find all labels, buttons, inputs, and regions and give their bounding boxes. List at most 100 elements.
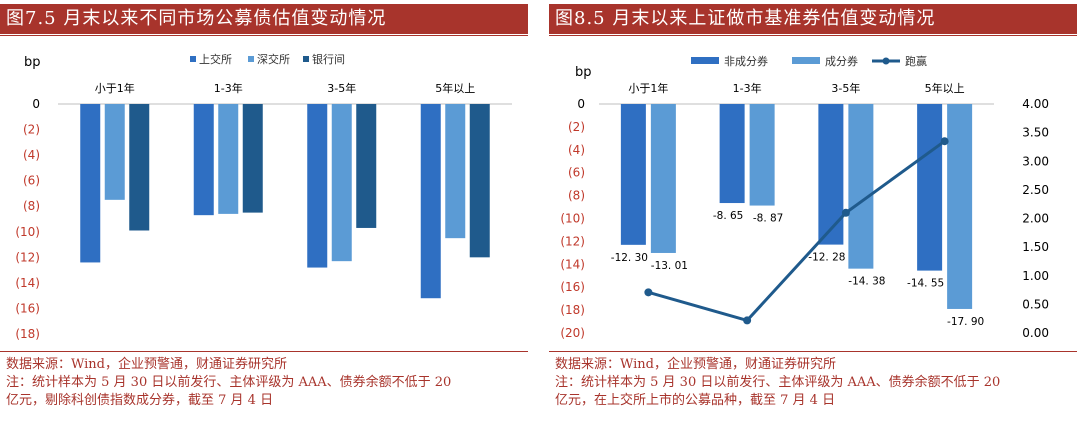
- legend-label: 银行间: [312, 52, 345, 66]
- left-figure-panel: 图7.5 月末以来不同市场公募债估值变动情况 bp 上交所 深交所 银行间 0 (2) (4…: [0, 0, 528, 429]
- y-axis-label: bp: [575, 65, 592, 80]
- y-tick-label: (16): [560, 280, 585, 294]
- bar-data-label: -8. 65: [713, 210, 744, 222]
- y-tick-label: (18): [560, 303, 585, 317]
- y2-tick-label: 0.00: [1022, 326, 1049, 340]
- y-tick-label: (16): [15, 301, 40, 315]
- source-text: 数据来源：Wind，企业预警通，财通证券研究所: [555, 357, 836, 372]
- figure-notes: 数据来源：Wind，企业预警通，财通证券研究所 注：统计样本为 5 月 30 日…: [555, 356, 1077, 410]
- y-axis-label: bp: [24, 55, 41, 70]
- bar-chart: bp 上交所 深交所 银行间 0 (2) (4) (6) (8) (10) (12) (14) (16)…: [15, 52, 512, 341]
- y-tick-label: (6): [568, 166, 585, 180]
- y2-tick-label: 3.50: [1022, 126, 1049, 140]
- category-label: 5年以上: [925, 81, 965, 95]
- y-tick-label: (8): [568, 189, 585, 203]
- y2-tick-label: 3.00: [1022, 154, 1049, 168]
- y-tick-label: (12): [15, 250, 40, 264]
- bar: [445, 104, 466, 239]
- y-tick-label: (10): [560, 212, 585, 226]
- category-label: 3-5年: [831, 81, 860, 95]
- bar-data-label: -8. 87: [753, 213, 784, 225]
- line-point: [841, 208, 850, 217]
- bar-data-label: -17. 90: [947, 316, 984, 328]
- bar: [218, 104, 239, 214]
- figure-title: 图7.5 月末以来不同市场公募债估值变动情况: [0, 4, 528, 34]
- y-tick-label: 0: [32, 97, 40, 111]
- category-label: 5年以上: [435, 81, 475, 95]
- bar-data-label: -14. 55: [907, 278, 944, 290]
- line-point: [940, 137, 949, 146]
- right-figure-panel: 图8.5 月末以来上证做市基准券估值变动情况 bp 非成分券 成分券 跑赢 0 (2) (4…: [549, 0, 1077, 429]
- y-tick-label: (4): [23, 148, 40, 162]
- category-label: 3-5年: [327, 81, 356, 95]
- category-label: 1-3年: [214, 81, 243, 95]
- category-label: 1-3年: [733, 81, 762, 95]
- bar-data-label: -12. 28: [808, 252, 845, 264]
- y-tick-label: (10): [15, 225, 40, 239]
- legend-swatch: [792, 57, 820, 64]
- legend-swatch: [190, 56, 196, 62]
- bar: [331, 104, 352, 262]
- y-tick-label: (14): [560, 257, 585, 271]
- bar: [818, 104, 844, 245]
- line-point: [743, 316, 752, 325]
- figure-notes: 数据来源：Wind，企业预警通，财通证券研究所 注：统计样本为 5 月 30 日…: [6, 356, 528, 410]
- notes-divider: [549, 351, 1077, 352]
- source-text: 数据来源：Wind，企业预警通，财通证券研究所: [6, 357, 287, 372]
- y-tick-label: (8): [23, 199, 40, 213]
- legend-swatch: [303, 56, 309, 62]
- bar: [104, 104, 125, 200]
- legend-label: 跑赢: [905, 54, 927, 68]
- bar-data-label: -13. 01: [651, 260, 688, 272]
- line-series: [647, 139, 946, 323]
- note-text-line2: 亿元，剔除科创债指数成分券，截至 7 月 4 日: [6, 393, 274, 408]
- bar: [420, 104, 441, 299]
- bar: [307, 104, 328, 268]
- y2-tick-label: 2.00: [1022, 212, 1049, 226]
- y-tick-label: (18): [15, 327, 40, 341]
- note-text-line1: 注：统计样本为 5 月 30 日以前发行、主体评级为 AAA、债券余额不低于 2…: [6, 375, 452, 390]
- bar: [947, 104, 973, 309]
- category-label: 小于1年: [628, 81, 668, 95]
- bar: [620, 104, 646, 245]
- bar: [650, 104, 676, 253]
- bar: [719, 104, 745, 204]
- bar: [749, 104, 775, 206]
- bar: [129, 104, 150, 231]
- title-divider: [0, 35, 528, 36]
- legend-swatch: [691, 57, 719, 64]
- bar: [469, 104, 490, 258]
- y-tick-label: (2): [23, 123, 40, 137]
- bar: [193, 104, 214, 216]
- y-tick-label: (20): [560, 326, 585, 340]
- y-tick-label: (14): [15, 276, 40, 290]
- y2-tick-label: 4.00: [1022, 97, 1049, 111]
- y2-tick-label: 0.50: [1022, 297, 1049, 311]
- line-point: [644, 288, 653, 297]
- bar: [80, 104, 101, 263]
- y-tick-label: (6): [23, 174, 40, 188]
- bar: [242, 104, 263, 213]
- notes-divider: [0, 351, 528, 352]
- y-tick-label: (12): [560, 234, 585, 248]
- legend-label: 成分券: [825, 54, 858, 68]
- bar: [917, 104, 943, 271]
- figure-title: 图8.5 月末以来上证做市基准券估值变动情况: [549, 4, 1077, 34]
- legend-label: 非成分券: [724, 54, 768, 68]
- y-tick-label: (4): [568, 143, 585, 157]
- bar: [848, 104, 874, 269]
- note-text-line1: 注：统计样本为 5 月 30 日以前发行、主体评级为 AAA、债券余额不低于 2…: [555, 375, 1001, 390]
- y2-tick-label: 2.50: [1022, 183, 1049, 197]
- legend-label: 深交所: [257, 52, 290, 66]
- y-tick-label: 0: [577, 97, 585, 111]
- category-label: 小于1年: [95, 81, 135, 95]
- y-tick-label: (2): [568, 120, 585, 134]
- bar-data-label: -14. 38: [848, 276, 885, 288]
- legend-marker: [882, 57, 890, 65]
- legend-label: 上交所: [199, 52, 232, 66]
- note-text-line2: 亿元，在上交所上市的公募品种，截至 7 月 4 日: [555, 393, 836, 408]
- y2-tick-label: 1.00: [1022, 269, 1049, 283]
- bar-data-label: -12. 30: [611, 252, 648, 264]
- y2-tick-label: 1.50: [1022, 240, 1049, 254]
- legend-swatch: [248, 56, 254, 62]
